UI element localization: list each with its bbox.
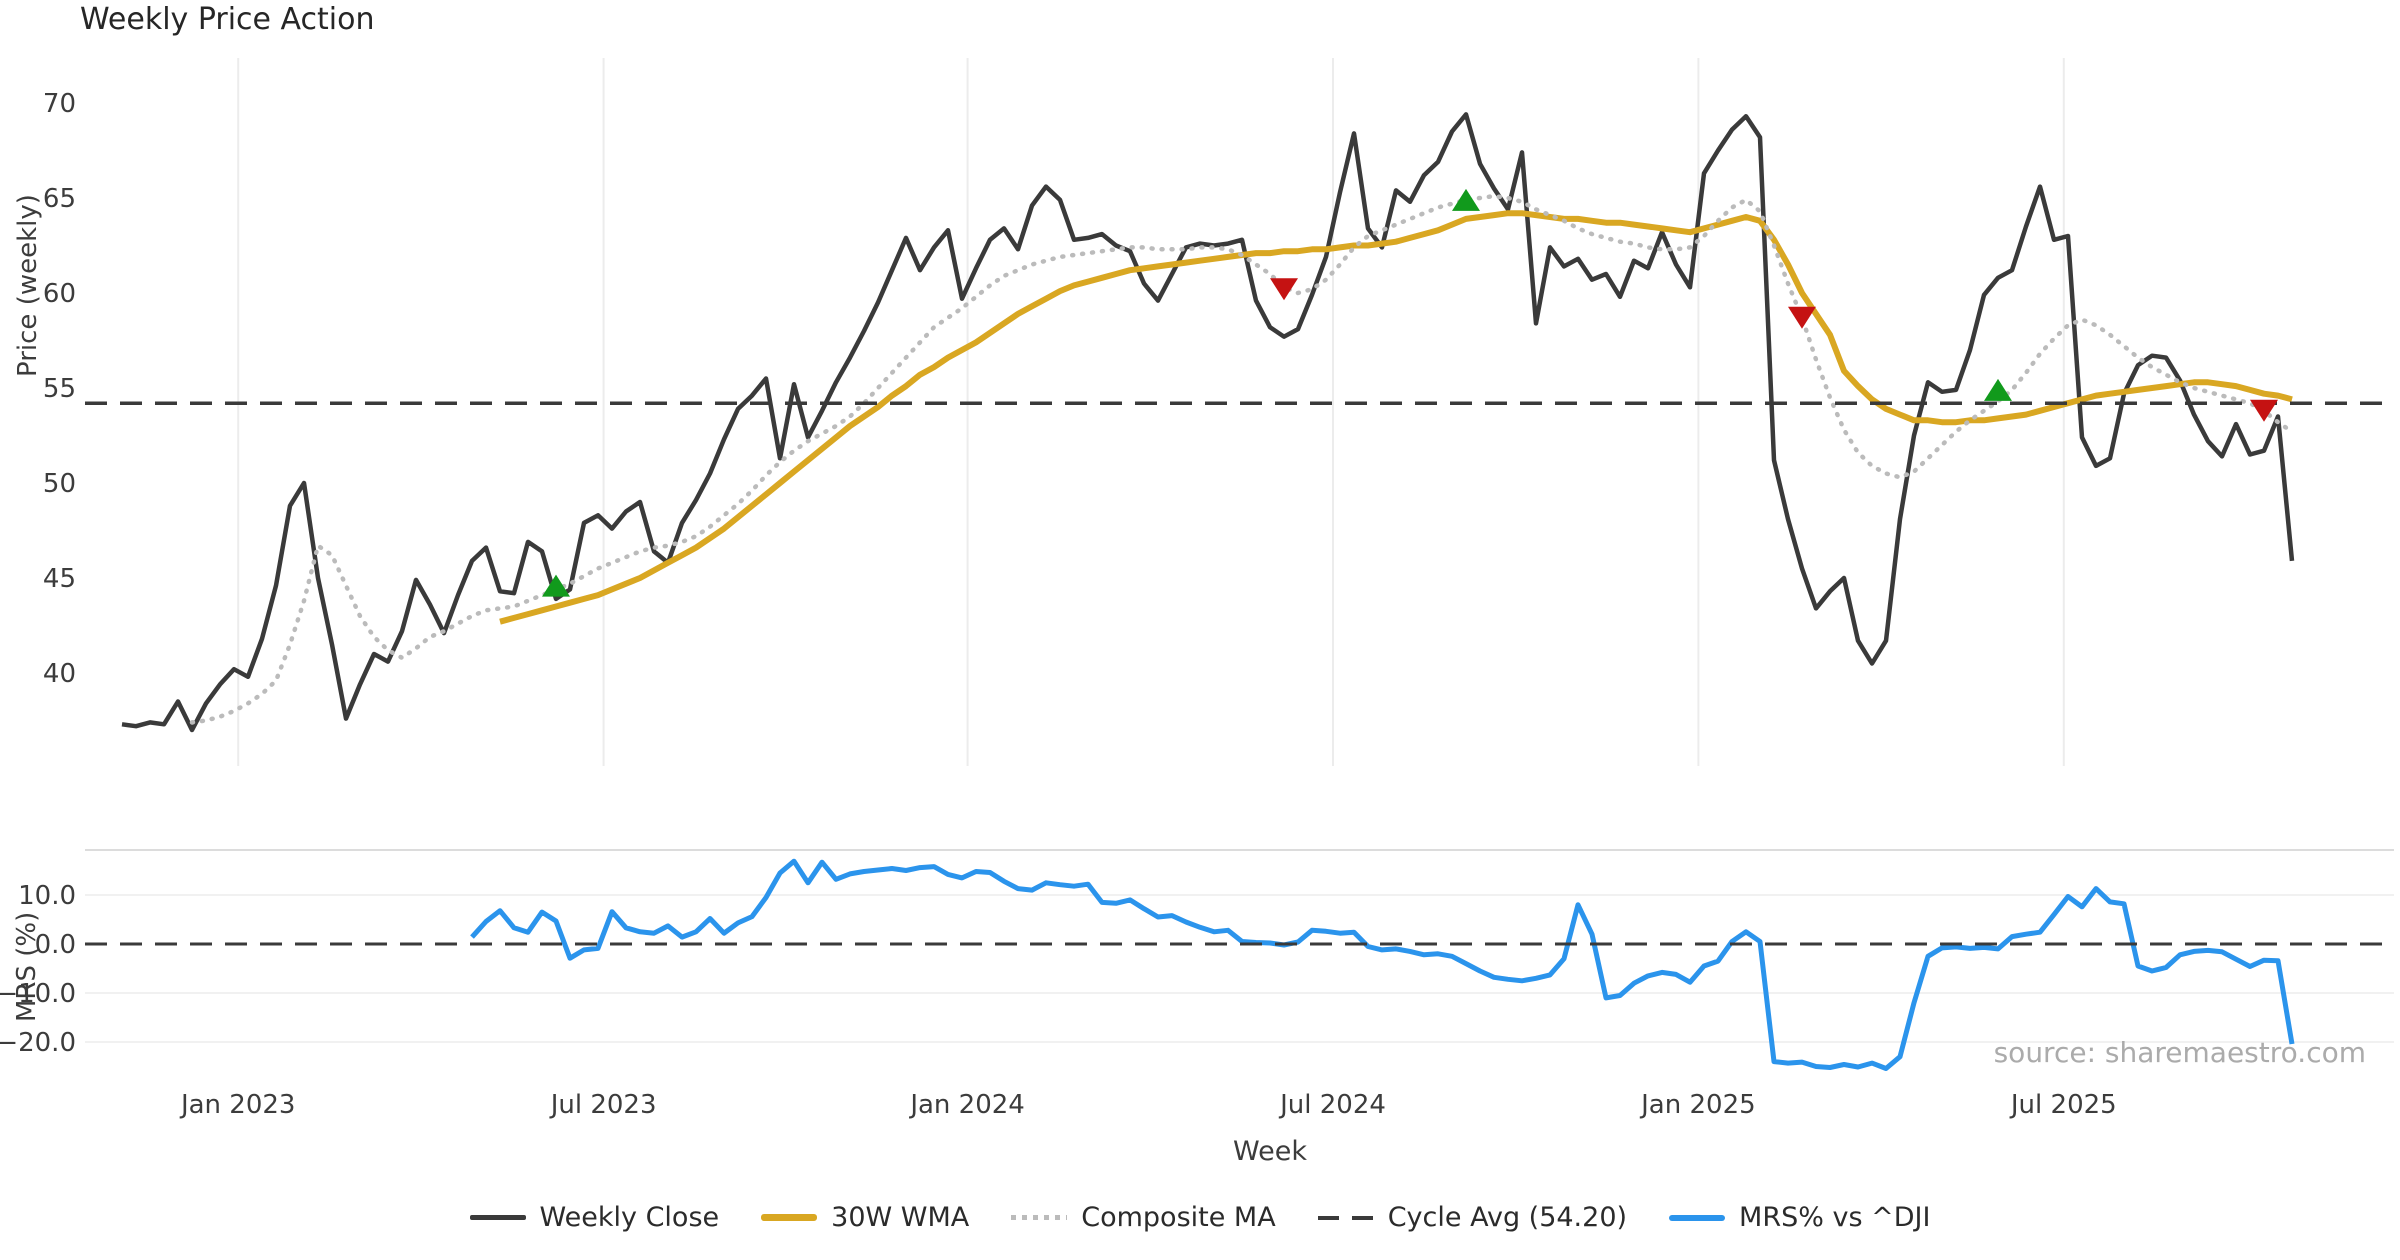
chart-title: Weekly Price Action (80, 2, 375, 37)
series-30w-wma (499, 210, 2293, 625)
weekly-close-line-swatch (469, 1215, 526, 1220)
legend-item-mrs: MRS% vs ^DJI (1669, 1202, 1930, 1233)
x-tick-label: Jan 2025 (1639, 1090, 1756, 1120)
price-y-tick-label: 70 (43, 89, 76, 119)
x-tick-label: Jul 2024 (1278, 1090, 1386, 1120)
series-composite-ma (189, 193, 2295, 725)
mrs-y-tick-label: −10.0 (0, 979, 76, 1009)
buy-signal-marker (542, 574, 570, 597)
x-axis-label: Week (1233, 1136, 1307, 1167)
price-y-tick-label: 65 (43, 184, 76, 214)
legend-label: MRS% vs ^DJI (1739, 1202, 1931, 1233)
price-y-tick-label: 50 (43, 469, 76, 499)
chart-legend: Weekly Close 30W WMA Composite MA Cycle … (0, 1202, 2400, 1233)
sell-signal-marker (1270, 278, 1298, 301)
legend-label: 30W WMA (831, 1202, 970, 1233)
legend-label: Cycle Avg (54.20) (1387, 1202, 1628, 1233)
legend-item-cycle-avg: Cycle Avg (54.20) (1317, 1202, 1628, 1233)
sell-signal-marker (2250, 399, 2278, 422)
composite-ma-line-swatch (1011, 1215, 1068, 1220)
wma-line-swatch (761, 1214, 818, 1221)
x-tick-label: Jan 2023 (179, 1090, 296, 1120)
legend-label: Composite MA (1081, 1202, 1276, 1233)
legend-item-weekly-close: Weekly Close (469, 1202, 720, 1233)
buy-signal-marker (1984, 378, 2012, 401)
price-y-tick-label: 40 (43, 659, 76, 689)
price-y-tick-label: 60 (43, 279, 76, 309)
series-mrs-vs-dji (470, 858, 2295, 1071)
mrs-y-tick-label: 0.0 (35, 930, 76, 960)
x-tick-label: Jul 2023 (549, 1090, 657, 1120)
source-note: source: sharemaestro.com (1993, 1036, 2366, 1069)
price-y-tick-label: 45 (43, 564, 76, 594)
x-tick-label: Jul 2025 (2009, 1090, 2117, 1120)
mrs-y-tick-label: −20.0 (0, 1028, 76, 1058)
x-tick-label: Jan 2024 (908, 1090, 1025, 1120)
sell-signal-marker (1788, 306, 1816, 329)
buy-signal-marker (1452, 188, 1480, 211)
legend-label: Weekly Close (539, 1202, 720, 1233)
series-weekly-close (121, 112, 2295, 733)
price-y-tick-label: 55 (43, 374, 76, 404)
legend-item-composite-ma: Composite MA (1011, 1202, 1276, 1233)
mrs-line-swatch (1669, 1214, 1726, 1221)
cycle-avg-line-swatch (1317, 1215, 1374, 1220)
mrs-y-tick-label: 10.0 (18, 881, 76, 911)
legend-item-30w-wma: 30W WMA (761, 1202, 969, 1233)
